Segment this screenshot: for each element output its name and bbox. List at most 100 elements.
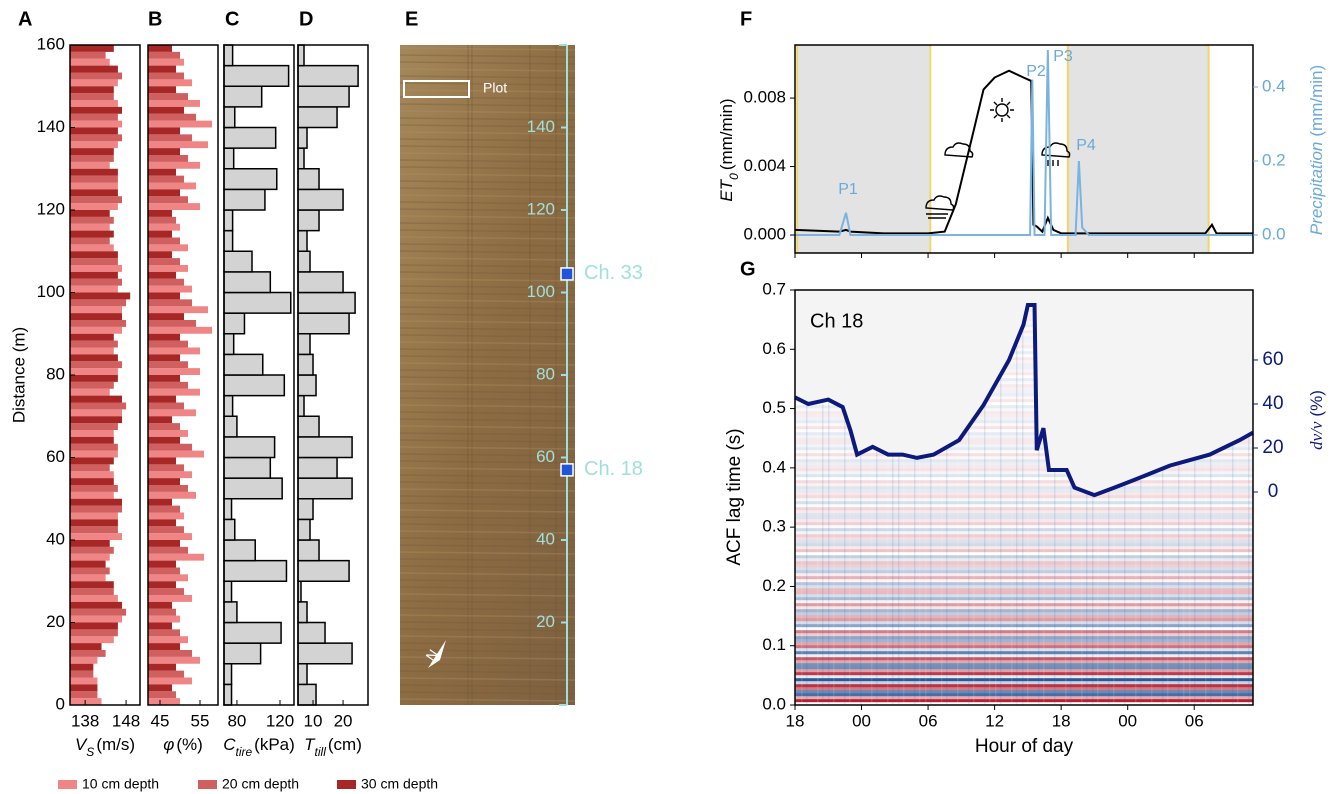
bar [223,559,288,582]
bar [70,533,122,540]
bar [297,518,311,541]
heatmap-row [795,516,1253,520]
bar [148,45,172,52]
y2-axis-label: Precipitation (mm/min) [1307,65,1326,235]
scale-label: 40 [536,529,555,548]
heatmap-row [795,447,1253,451]
bar [70,189,118,197]
heatmap-streak [1000,304,1002,705]
heatmap-streak [828,304,830,705]
x-axis-label: Hour of day [975,736,1074,757]
bar [148,485,188,492]
bar [297,312,350,335]
heatmap-row [795,345,1253,349]
bar [223,601,238,624]
y-tick-label: 140 [37,117,65,136]
bar [70,601,122,609]
heatmap-row [795,483,1253,487]
bar [148,333,180,341]
bar [148,381,188,389]
heatmap-streak [1097,304,1099,705]
field-row [399,502,576,506]
heatmap-streak [1210,304,1212,705]
heatmap-streak [1194,304,1196,705]
bar [70,553,110,561]
field-row [399,320,576,324]
bar [148,292,180,300]
bar [70,106,122,114]
heatmap-row [795,669,1253,673]
field-row [399,572,576,576]
bar [70,354,118,362]
bar [148,553,204,561]
y-tick-label: 0.000 [743,225,786,244]
bar [297,106,338,129]
bar [148,423,180,430]
x-tick-label: 18 [1052,711,1071,730]
heatmap-streak [1248,304,1250,705]
bar [70,216,114,224]
bar [70,347,114,355]
heatmap-streak [957,304,959,705]
bar [70,141,118,149]
bar [148,258,180,265]
field-row [399,145,576,149]
x-axis-label: Ctire (kPa) [223,735,295,759]
heatmap-row [795,339,1253,343]
bar [223,147,235,170]
heatmap-streak [1108,304,1110,705]
bar [148,223,180,231]
bar [148,595,192,602]
heatmap-row [795,372,1253,376]
field-row [399,593,576,597]
bar [70,299,127,307]
bar [148,216,176,224]
heatmap-streak [1070,304,1072,705]
field-row [399,446,576,450]
bar [70,423,118,430]
x-tick-label: 10 [304,711,323,730]
panel-letter: F [740,8,752,30]
heatmap-row [795,684,1253,688]
x-axis-label-part: till [315,745,327,759]
field-row [399,474,576,478]
heatmap-streak [1043,304,1045,705]
heatmap-streak [1232,304,1234,705]
peak-label: P4 [1076,137,1096,154]
bar [70,478,114,485]
y-axis-label: Distance (m) [9,327,28,423]
panel-letter: A [18,8,32,30]
heatmap-row [795,522,1253,526]
bar [148,361,188,369]
bar [223,394,234,417]
heatmap-streak [887,304,889,705]
bar [297,394,305,417]
bar [148,436,180,444]
bar [70,292,131,300]
bar [70,526,118,534]
bar [70,443,118,451]
y-tick-label: 0.0 [762,694,786,713]
field-row [399,425,576,429]
bar [297,168,320,191]
field-row [399,684,576,688]
heatmap-row [795,645,1253,649]
bar [148,395,176,403]
heatmap-streak [892,304,894,705]
legend-swatch [58,780,77,789]
bar [297,64,359,87]
heatmap-row [795,432,1253,436]
bar [70,161,110,169]
bar [148,155,188,162]
bar [70,567,110,575]
bar [148,443,192,451]
bar [70,491,114,499]
bar [70,416,122,424]
bar [70,113,118,121]
bar [70,175,118,183]
field-row [399,166,576,170]
bar [70,51,106,59]
channel-marker [560,267,574,281]
heatmap-streak [898,304,900,705]
field-row [399,236,576,240]
